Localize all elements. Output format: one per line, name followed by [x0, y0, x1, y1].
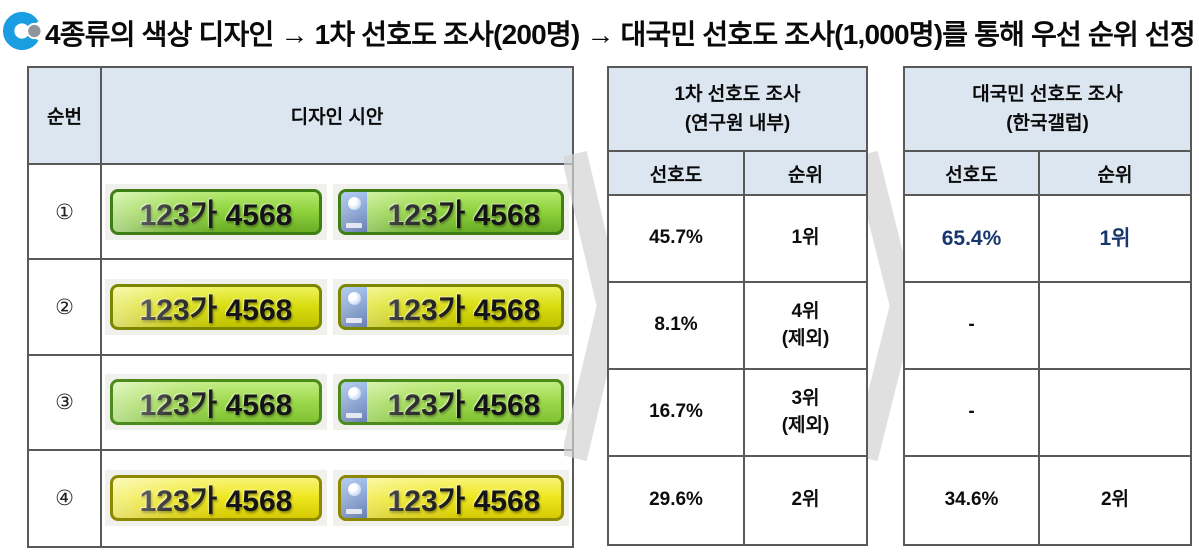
plate-emblem-icon — [347, 291, 361, 305]
design-table: 순번 디자인 시안 ① 123가 4568 123가 4568 ② — [27, 66, 574, 548]
survey2-col-rank: 순위 — [1040, 152, 1190, 196]
column-header-design: 디자인 시안 — [102, 68, 572, 165]
survey1-table: 1차 선호도 조사 (연구원 내부) 선호도 순위 45.7% 1위 8.1% … — [607, 66, 868, 546]
plate-number: 123가 4568 — [139, 198, 293, 232]
plate-photo: 123가 4568 — [333, 278, 569, 335]
survey2-rank — [1040, 370, 1190, 457]
license-plate-plain: 123가 4568 — [110, 379, 322, 426]
plate-photo: 123가 4568 — [333, 183, 569, 240]
license-plate-plain: 123가 4568 — [110, 283, 322, 330]
design-cell: 123가 4568 123가 4568 — [102, 260, 572, 356]
row-number: ④ — [29, 450, 102, 546]
plate-blue-strip — [341, 478, 367, 519]
plate-blue-strip — [341, 286, 367, 327]
rank-text: 2위 — [791, 489, 820, 511]
survey2-title-line2: (한국갤럽) — [1006, 113, 1089, 134]
license-plate-with-strip: 123가 4568 — [338, 283, 564, 330]
license-plate-with-strip: 123가 4568 — [338, 379, 564, 426]
survey2-col-pref: 선호도 — [905, 152, 1040, 196]
plate-number: 123가 4568 — [139, 293, 293, 327]
survey1-rank: 1위 — [745, 196, 866, 283]
survey1-pref: 16.7% — [609, 370, 745, 457]
plate-blue-strip — [341, 191, 367, 232]
plate-strip-text-icon — [346, 317, 362, 323]
plate-number: 123가 4568 — [387, 389, 541, 423]
column-header-no: 순번 — [29, 68, 102, 165]
survey1-rank: 4위 (제외) — [745, 283, 866, 370]
design-cell: 123가 4568 123가 4568 — [102, 356, 572, 451]
design-cell: 123가 4568 123가 4568 — [102, 165, 572, 261]
license-plate-with-strip: 123가 4568 — [338, 188, 564, 235]
survey2-pref: 65.4% — [905, 196, 1040, 283]
survey2-title-line1: 대국민 선호도 조사 — [972, 83, 1123, 105]
survey1-col-rank: 순위 — [745, 152, 866, 196]
rank-text: 1위 — [791, 227, 820, 249]
rank-text: 2위 — [1100, 489, 1130, 511]
plate-photo: 123가 4568 — [105, 183, 327, 240]
plate-photo: 123가 4568 — [105, 470, 327, 527]
survey2-pref: - — [905, 370, 1040, 457]
survey2-pref: 34.6% — [905, 457, 1040, 544]
survey1-pref: 29.6% — [609, 457, 745, 544]
survey2-rank — [1040, 283, 1190, 370]
row-number: ③ — [29, 355, 102, 451]
plate-photo: 123가 4568 — [333, 470, 569, 527]
license-plate-plain: 123가 4568 — [110, 475, 322, 522]
plate-emblem-icon — [347, 483, 361, 497]
survey1-pref: 8.1% — [609, 283, 745, 370]
survey1-col-pref: 선호도 — [609, 152, 745, 196]
survey2-rank: 2위 — [1040, 457, 1190, 544]
plate-number: 123가 4568 — [139, 485, 293, 519]
design-cell: 123가 4568 123가 4568 — [102, 451, 572, 546]
plate-strip-text-icon — [346, 413, 362, 419]
plate-photo: 123가 4568 — [333, 374, 569, 431]
survey1-pref: 45.7% — [609, 196, 745, 283]
survey2-rank: 1위 — [1040, 196, 1190, 283]
plate-strip-text-icon — [346, 509, 362, 515]
plate-emblem-icon — [347, 387, 361, 401]
survey2-pref: - — [905, 283, 1040, 370]
license-plate-with-strip: 123가 4568 — [338, 475, 564, 522]
rank-note: (제외) — [781, 327, 830, 349]
plate-number: 123가 4568 — [139, 389, 293, 423]
rank-note: (제외) — [781, 414, 830, 436]
rank-text: 3위 — [791, 387, 820, 409]
survey2-title: 대국민 선호도 조사 (한국갤럽) — [905, 68, 1190, 152]
page-title: 4종류의 색상 디자인 → 1차 선호도 조사(200명) → 대국민 선호도 … — [45, 19, 1196, 50]
survey1-title: 1차 선호도 조사 (연구원 내부) — [609, 68, 866, 152]
bullet-logo-icon — [3, 12, 41, 50]
row-number: ② — [29, 260, 102, 356]
plate-emblem-icon — [347, 196, 361, 210]
plate-number: 123가 4568 — [387, 485, 541, 519]
survey1-title-line1: 1차 선호도 조사 — [674, 83, 801, 105]
plate-photo: 123가 4568 — [105, 374, 327, 431]
survey1-title-line2: (연구원 내부) — [684, 113, 791, 134]
survey1-rank: 3위 (제외) — [745, 370, 866, 457]
rank-text: 1위 — [1099, 226, 1131, 250]
plate-blue-strip — [341, 382, 367, 423]
survey2-table: 대국민 선호도 조사 (한국갤럽) 선호도 순위 65.4% 1위 - - 34… — [903, 66, 1192, 546]
plate-strip-text-icon — [346, 222, 362, 228]
plate-number: 123가 4568 — [387, 293, 541, 327]
plate-photo: 123가 4568 — [105, 278, 327, 335]
plate-number: 123가 4568 — [387, 198, 541, 232]
rank-text: 4위 — [791, 300, 820, 322]
license-plate-plain: 123가 4568 — [110, 188, 322, 235]
survey1-rank: 2위 — [745, 457, 866, 544]
row-number: ① — [29, 165, 102, 261]
